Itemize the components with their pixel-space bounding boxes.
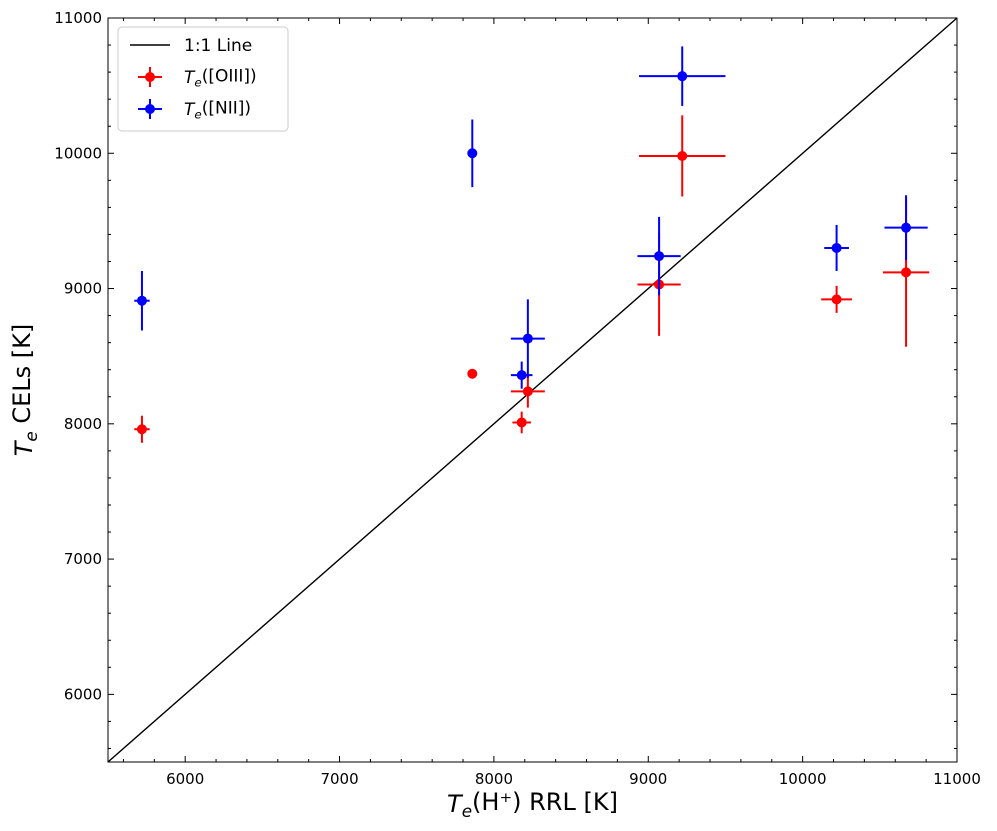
legend-label: 1:1 Line [184, 36, 252, 56]
ticks-layer: 6000 7000 8000 9000 10000 11000 6000 7000 8000 90… [54, 9, 981, 788]
legend-marker [145, 104, 155, 114]
y-tick-label: 11000 [54, 9, 102, 27]
data-point [831, 294, 842, 305]
legend-box [117, 26, 289, 132]
x-axis-label: Te(H⁺) RRL [K] [447, 788, 618, 821]
y-tick-label: 8000 [64, 415, 102, 433]
data-point [654, 251, 665, 262]
data-point [516, 370, 527, 381]
data-point [467, 368, 478, 379]
y-tick-label: 6000 [64, 685, 102, 703]
data-point [522, 333, 533, 344]
data-point [516, 417, 527, 428]
x-tick-label: 11000 [933, 770, 981, 788]
x-tick-label: 10000 [779, 770, 827, 788]
legend-marker [145, 72, 155, 82]
y-axis-label: Te CELs [K] [8, 324, 41, 457]
x-tick-label: 6000 [166, 770, 204, 788]
data-point [677, 71, 688, 82]
data-point [831, 242, 842, 253]
series-group [134, 115, 930, 443]
y-tick-label: 9000 [64, 280, 102, 298]
data-point [522, 386, 533, 397]
data-point [901, 222, 912, 233]
plot-frame [107, 17, 958, 763]
data-point [136, 295, 147, 306]
x-tick-label: 9000 [629, 770, 667, 788]
data-point [901, 267, 912, 278]
x-tick-label: 7000 [320, 770, 358, 788]
legend-label: Te([OIII]) [184, 66, 257, 89]
data-point [677, 150, 688, 161]
y-tick-label: 7000 [64, 550, 102, 568]
data-point [136, 424, 147, 435]
series-layer [134, 46, 930, 443]
x-tick-label: 8000 [475, 770, 513, 788]
y-tick-label: 10000 [54, 144, 102, 162]
data-point [467, 148, 478, 159]
legend: 1:1 Line Te([OIII]) Te([NII]) [117, 26, 289, 132]
legend-label: Te([NII]) [184, 98, 251, 121]
series-group [134, 46, 928, 389]
